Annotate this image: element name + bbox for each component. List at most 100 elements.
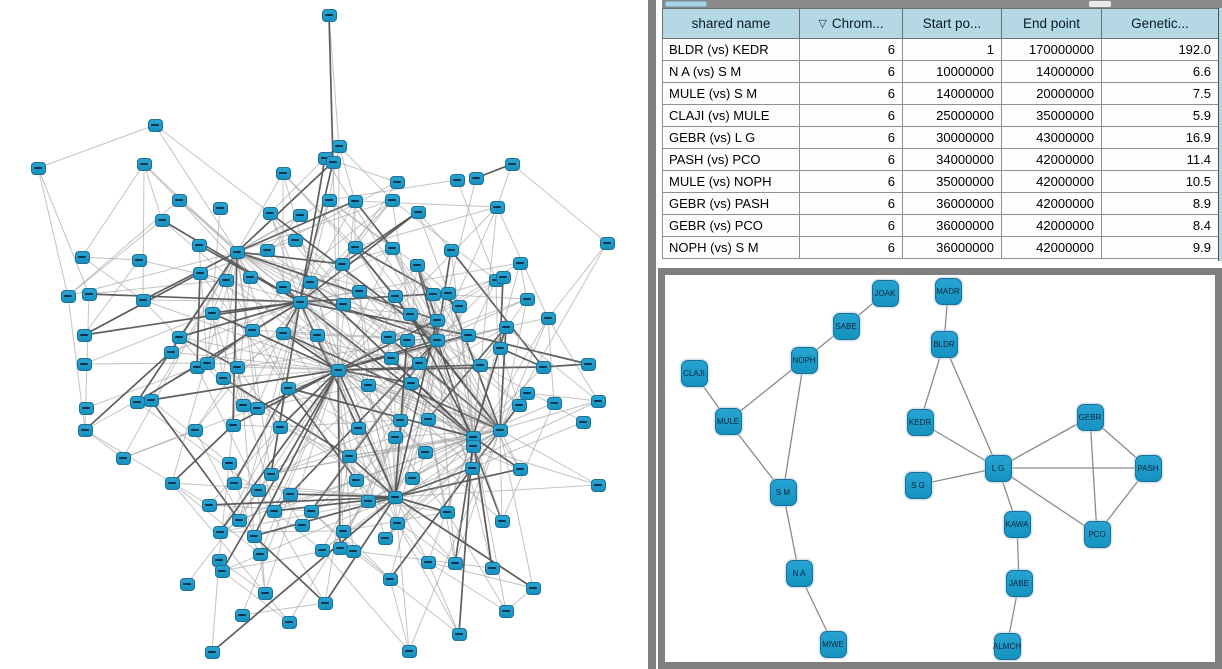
- table-cell[interactable]: 36000000: [902, 236, 1002, 259]
- node-sabe[interactable]: SABE: [832, 312, 860, 340]
- network-node[interactable]: [252, 547, 268, 561]
- network-node[interactable]: [192, 266, 208, 280]
- table-cell[interactable]: 42000000: [1001, 148, 1102, 171]
- network-node[interactable]: [392, 413, 408, 427]
- network-node[interactable]: [382, 572, 398, 586]
- table-cell[interactable]: CLAJI (vs) MULE: [662, 104, 800, 127]
- column-header-start-po-[interactable]: Start po...: [902, 8, 1002, 39]
- network-node[interactable]: [212, 525, 228, 539]
- network-node[interactable]: [212, 201, 228, 215]
- network-node[interactable]: [201, 498, 217, 512]
- table-cell[interactable]: MULE (vs) S M: [662, 82, 800, 105]
- network-node[interactable]: [347, 240, 363, 254]
- network-node[interactable]: [401, 644, 417, 658]
- table-cell[interactable]: 6: [799, 192, 903, 215]
- node-almch[interactable]: ALMCH: [993, 632, 1021, 660]
- network-node[interactable]: [345, 544, 361, 558]
- network-node[interactable]: [325, 155, 341, 169]
- network-node[interactable]: [321, 8, 337, 22]
- network-node[interactable]: [81, 287, 97, 301]
- network-node[interactable]: [215, 371, 231, 385]
- table-cell[interactable]: GEBR (vs) PASH: [662, 192, 800, 215]
- network-node[interactable]: [347, 194, 363, 208]
- network-node[interactable]: [314, 543, 330, 557]
- network-node[interactable]: [187, 423, 203, 437]
- network-node[interactable]: [512, 256, 528, 270]
- network-node[interactable]: [242, 270, 258, 284]
- network-node[interactable]: [76, 357, 92, 371]
- network-node[interactable]: [282, 487, 298, 501]
- table-cell[interactable]: 35000000: [902, 170, 1002, 193]
- network-node[interactable]: [292, 208, 308, 222]
- network-node[interactable]: [384, 193, 400, 207]
- network-node[interactable]: [214, 564, 230, 578]
- network-node[interactable]: [275, 280, 291, 294]
- network-node[interactable]: [540, 311, 556, 325]
- network-node[interactable]: [275, 166, 291, 180]
- table-cell[interactable]: 10.5: [1101, 170, 1219, 193]
- network-node[interactable]: [449, 173, 465, 187]
- subnetwork-edge[interactable]: [782, 359, 805, 493]
- network-node[interactable]: [204, 645, 220, 659]
- node-miwe[interactable]: MIWE: [819, 630, 847, 658]
- node-kedr[interactable]: KEDR: [906, 408, 934, 436]
- table-cell[interactable]: 6: [799, 236, 903, 259]
- table-cell[interactable]: 10000000: [902, 60, 1002, 83]
- network-node[interactable]: [429, 313, 445, 327]
- table-cell[interactable]: 6: [799, 82, 903, 105]
- network-node[interactable]: [131, 253, 147, 267]
- network-node[interactable]: [163, 345, 179, 359]
- network-node[interactable]: [410, 205, 426, 219]
- network-node[interactable]: [351, 284, 367, 298]
- node-kawa[interactable]: KAWA: [1003, 510, 1031, 538]
- network-node[interactable]: [443, 243, 459, 257]
- node-claji[interactable]: CLAJI: [680, 359, 708, 387]
- network-node[interactable]: [294, 518, 310, 532]
- node-jabe[interactable]: JABE: [1005, 569, 1033, 597]
- node-n-a[interactable]: N A: [785, 559, 813, 587]
- subnetwork-edge[interactable]: [1089, 416, 1098, 535]
- network-node[interactable]: [302, 275, 318, 289]
- network-node[interactable]: [495, 270, 511, 284]
- network-node[interactable]: [512, 462, 528, 476]
- subnetwork-edge[interactable]: [997, 416, 1091, 469]
- network-node[interactable]: [250, 483, 266, 497]
- table-cell[interactable]: 6.6: [1101, 60, 1219, 83]
- network-node[interactable]: [335, 524, 351, 538]
- network-node[interactable]: [272, 420, 288, 434]
- network-node[interactable]: [389, 175, 405, 189]
- table-cell[interactable]: 170000000: [1001, 38, 1102, 61]
- network-node[interactable]: [451, 299, 467, 313]
- network-node[interactable]: [580, 357, 596, 371]
- network-node[interactable]: [179, 577, 195, 591]
- network-node[interactable]: [77, 423, 93, 437]
- network-node[interactable]: [492, 423, 508, 437]
- table-cell[interactable]: 43000000: [1001, 126, 1102, 149]
- table-row[interactable]: PASH (vs) PCO 6 34000000 42000000 11.4: [662, 148, 1219, 171]
- network-node[interactable]: [484, 561, 500, 575]
- network-node[interactable]: [317, 596, 333, 610]
- table-cell[interactable]: 192.0: [1101, 38, 1219, 61]
- network-node[interactable]: [330, 363, 346, 377]
- subnetwork-view[interactable]: JOAK MADR SABE BLDR NOPH CLAJI KEDR GEBR MULE L G…: [658, 268, 1222, 669]
- network-node[interactable]: [76, 328, 92, 342]
- table-cell[interactable]: NOPH (vs) S M: [662, 236, 800, 259]
- table-row[interactable]: NOPH (vs) S M 6 36000000 42000000 9.9: [662, 236, 1219, 259]
- network-node[interactable]: [275, 326, 291, 340]
- network-node[interactable]: [135, 293, 151, 307]
- network-node[interactable]: [387, 289, 403, 303]
- node-l-g[interactable]: L G: [984, 454, 1012, 482]
- network-node[interactable]: [257, 586, 273, 600]
- network-node[interactable]: [154, 213, 170, 227]
- table-cell[interactable]: 30000000: [902, 126, 1002, 149]
- network-node[interactable]: [498, 604, 514, 618]
- table-cell[interactable]: 42000000: [1001, 170, 1102, 193]
- network-node[interactable]: [387, 490, 403, 504]
- network-node[interactable]: [231, 513, 247, 527]
- table-row[interactable]: GEBR (vs) PCO 6 36000000 42000000 8.4: [662, 214, 1219, 237]
- network-node[interactable]: [147, 118, 163, 132]
- network-node[interactable]: [225, 418, 241, 432]
- table-row[interactable]: MULE (vs) S M 6 14000000 20000000 7.5: [662, 82, 1219, 105]
- network-node[interactable]: [511, 398, 527, 412]
- network-node[interactable]: [262, 206, 278, 220]
